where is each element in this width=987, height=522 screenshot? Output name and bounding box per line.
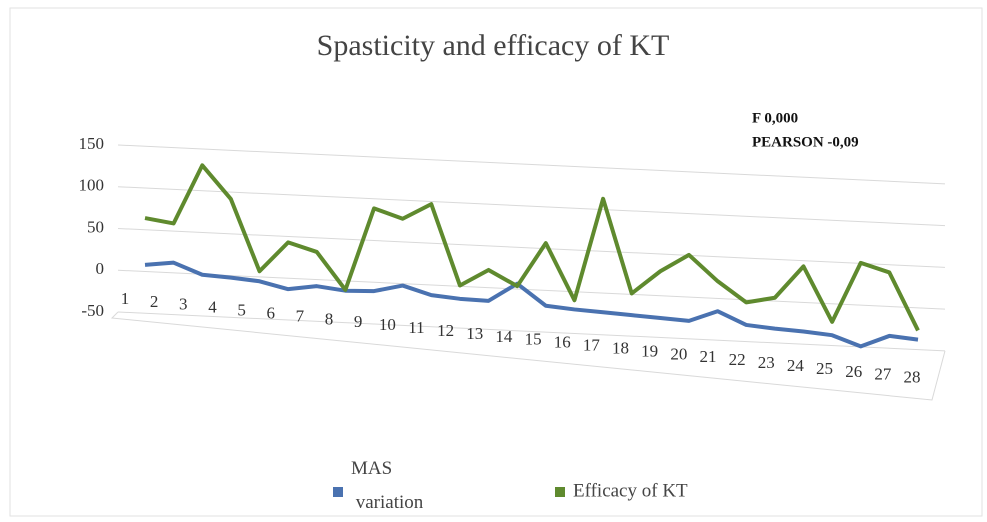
x-tick-label: 21 xyxy=(699,347,716,366)
y-tick-label: 100 xyxy=(79,176,105,195)
x-tick-label: 11 xyxy=(408,318,424,337)
x-tick-label: 16 xyxy=(554,333,571,352)
x-tick-label: 19 xyxy=(641,341,658,360)
chart-frame xyxy=(9,7,983,517)
y-tick-label: 50 xyxy=(87,217,104,236)
grid-line xyxy=(117,228,946,268)
x-tick-label: 22 xyxy=(729,350,746,369)
x-tick-label: 13 xyxy=(466,324,483,343)
x-tick-label: 5 xyxy=(237,301,246,320)
series-line xyxy=(144,163,920,332)
y-tick-label: -50 xyxy=(81,301,104,320)
legend-swatch xyxy=(333,487,343,497)
x-tick-label: 25 xyxy=(816,359,833,378)
y-tick-label: 0 xyxy=(96,259,105,278)
grid-line xyxy=(117,311,946,352)
x-tick-label: 23 xyxy=(758,353,775,372)
x-tick-label: 20 xyxy=(670,344,687,363)
x-tick-label: 18 xyxy=(612,338,629,357)
x-tick-label: 24 xyxy=(787,356,805,375)
x-tick-label: 14 xyxy=(495,327,513,346)
x-tick-label: 9 xyxy=(354,312,363,331)
grid-line xyxy=(117,269,946,310)
series-line xyxy=(144,260,919,349)
legend-swatch xyxy=(555,487,565,497)
x-tick-label: 15 xyxy=(525,330,542,349)
chart-title: Spasticity and efficacy of KT xyxy=(317,29,670,62)
x-tick-label: 26 xyxy=(845,362,862,381)
x-tick-label: 10 xyxy=(379,315,396,334)
x-tick-label: 6 xyxy=(266,303,275,322)
grid-line xyxy=(117,144,946,185)
legend-label: MAS variation xyxy=(351,458,424,513)
x-tick-label: 27 xyxy=(874,365,892,384)
y-tick-label: 150 xyxy=(79,134,105,153)
x-tick-label: 2 xyxy=(150,292,159,311)
annotation: F 0,000 xyxy=(752,110,798,126)
annotation: PEARSON -0,09 xyxy=(752,134,859,150)
grid-line xyxy=(117,186,946,227)
x-tick-label: 12 xyxy=(437,321,454,340)
x-tick-label: 7 xyxy=(296,306,305,325)
floor xyxy=(110,311,946,401)
legend-label: Efficacy of KT xyxy=(573,480,688,501)
x-tick-label: 17 xyxy=(583,336,601,355)
x-tick-label: 8 xyxy=(325,309,334,328)
x-tick-label: 28 xyxy=(904,368,921,387)
x-tick-label: 3 xyxy=(179,295,188,314)
x-tick-label: 1 xyxy=(121,289,130,308)
x-tick-label: 4 xyxy=(208,298,217,317)
